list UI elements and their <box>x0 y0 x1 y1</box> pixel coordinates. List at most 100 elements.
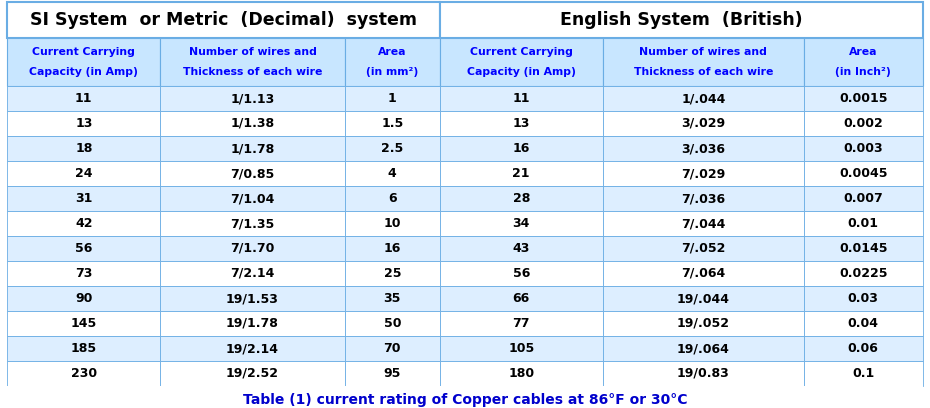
Bar <box>7 161 160 186</box>
Bar <box>160 86 345 111</box>
Text: 11: 11 <box>512 92 530 105</box>
Bar <box>160 286 345 311</box>
Bar <box>804 136 923 161</box>
Bar <box>7 386 923 408</box>
Text: 73: 73 <box>75 267 92 280</box>
Text: 1.5: 1.5 <box>381 117 404 130</box>
Bar <box>440 136 603 161</box>
Bar <box>345 211 440 236</box>
Text: 7/1.70: 7/1.70 <box>231 242 274 255</box>
Text: 21: 21 <box>512 167 530 180</box>
Bar <box>160 161 345 186</box>
Text: (in Inch²): (in Inch²) <box>835 67 891 78</box>
Bar <box>160 211 345 236</box>
Bar <box>603 311 804 336</box>
Bar <box>345 136 440 161</box>
Bar <box>345 111 440 136</box>
Text: 95: 95 <box>383 367 401 380</box>
Text: 1/1.78: 1/1.78 <box>231 142 274 155</box>
Text: Capacity (in Amp): Capacity (in Amp) <box>467 67 576 78</box>
Bar <box>440 286 603 311</box>
Bar <box>345 286 440 311</box>
Text: 50: 50 <box>383 317 401 330</box>
Text: 3/.029: 3/.029 <box>682 117 725 130</box>
Text: 56: 56 <box>75 242 92 255</box>
Bar <box>345 261 440 286</box>
Text: 1/1.13: 1/1.13 <box>231 92 274 105</box>
Bar <box>440 311 603 336</box>
Bar <box>345 186 440 211</box>
Text: 70: 70 <box>383 342 401 355</box>
Text: 180: 180 <box>508 367 535 380</box>
Text: 13: 13 <box>75 117 92 130</box>
Bar <box>160 38 345 86</box>
Text: SI System  or Metric  (Decimal)  system: SI System or Metric (Decimal) system <box>30 11 417 29</box>
Text: 19/.044: 19/.044 <box>677 292 730 305</box>
Bar <box>440 211 603 236</box>
Bar <box>7 186 160 211</box>
Text: 31: 31 <box>75 192 92 205</box>
Bar <box>804 161 923 186</box>
Bar <box>603 286 804 311</box>
Bar <box>7 261 160 286</box>
Text: 2.5: 2.5 <box>381 142 404 155</box>
Text: 0.01: 0.01 <box>848 217 879 230</box>
Text: 19/2.52: 19/2.52 <box>226 367 279 380</box>
Text: 0.04: 0.04 <box>848 317 879 330</box>
Text: 16: 16 <box>512 142 530 155</box>
Text: 90: 90 <box>75 292 92 305</box>
Bar <box>440 336 603 361</box>
Text: 0.0015: 0.0015 <box>839 92 887 105</box>
Text: Area: Area <box>378 47 406 57</box>
Bar <box>603 236 804 261</box>
Text: 42: 42 <box>75 217 93 230</box>
Text: 18: 18 <box>75 142 92 155</box>
Text: 4: 4 <box>388 167 396 180</box>
Text: 7/.052: 7/.052 <box>681 242 725 255</box>
Text: English System  (British): English System (British) <box>560 11 803 29</box>
Bar <box>603 111 804 136</box>
Bar <box>804 336 923 361</box>
Text: 19/.064: 19/.064 <box>677 342 730 355</box>
Bar <box>440 236 603 261</box>
Bar <box>345 86 440 111</box>
Text: 0.0225: 0.0225 <box>839 267 887 280</box>
Text: Capacity (in Amp): Capacity (in Amp) <box>30 67 139 78</box>
Bar <box>7 111 160 136</box>
Bar <box>603 186 804 211</box>
Bar <box>603 336 804 361</box>
Bar <box>160 311 345 336</box>
Text: 0.007: 0.007 <box>844 192 883 205</box>
Text: 7/.044: 7/.044 <box>681 217 725 230</box>
Bar <box>345 361 440 386</box>
Bar <box>160 236 345 261</box>
Bar <box>804 261 923 286</box>
Bar <box>603 161 804 186</box>
Bar <box>603 261 804 286</box>
Text: 19/0.83: 19/0.83 <box>677 367 730 380</box>
Text: Thickness of each wire: Thickness of each wire <box>183 67 322 78</box>
Text: Area: Area <box>849 47 878 57</box>
Text: (in mm²): (in mm²) <box>366 67 418 78</box>
Bar <box>7 236 160 261</box>
Bar <box>345 311 440 336</box>
Text: 19/.052: 19/.052 <box>677 317 730 330</box>
Bar <box>804 286 923 311</box>
Text: 16: 16 <box>383 242 401 255</box>
Bar <box>7 86 160 111</box>
Text: 7/.064: 7/.064 <box>681 267 725 280</box>
Text: 43: 43 <box>512 242 530 255</box>
Text: 24: 24 <box>75 167 93 180</box>
Bar <box>440 86 603 111</box>
Text: 1/.044: 1/.044 <box>681 92 725 105</box>
Bar <box>603 211 804 236</box>
Bar <box>804 311 923 336</box>
Text: 34: 34 <box>512 217 530 230</box>
Text: 0.0045: 0.0045 <box>839 167 887 180</box>
Bar <box>345 161 440 186</box>
Text: 230: 230 <box>71 367 97 380</box>
Bar <box>7 361 160 386</box>
Text: 11: 11 <box>75 92 93 105</box>
Text: 0.06: 0.06 <box>848 342 879 355</box>
Text: 7/1.04: 7/1.04 <box>231 192 274 205</box>
